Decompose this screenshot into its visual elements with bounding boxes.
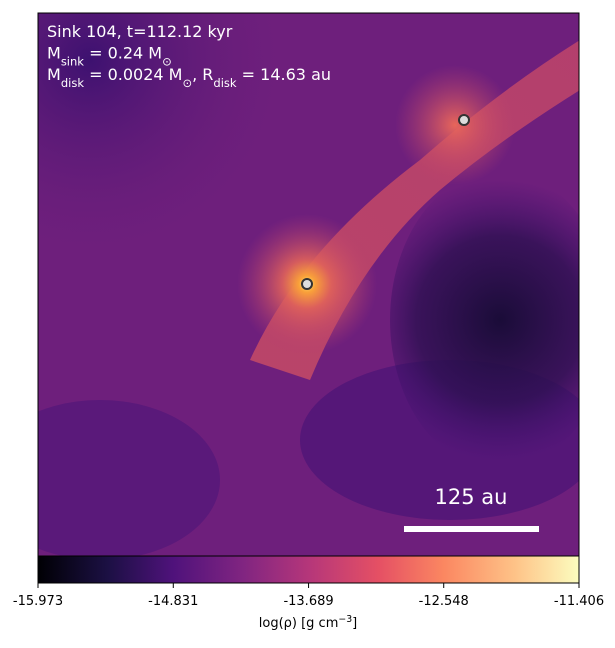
- annotation-line: Msink = 0.24 M⊙: [47, 44, 172, 69]
- tick-label: -14.831: [148, 594, 198, 609]
- colorbar-label: log(ρ) [g cm−3]: [259, 614, 357, 632]
- text-run: ]: [352, 616, 357, 631]
- tick-label: -13.689: [283, 594, 333, 609]
- text-run: log(ρ) [g cm: [259, 616, 339, 631]
- tick-label: -15.973: [13, 594, 63, 609]
- tick-label: -12.548: [419, 594, 469, 609]
- density-map: 125 au: [38, 13, 579, 556]
- subscript: disk: [61, 76, 85, 90]
- subscript: disk: [213, 76, 237, 90]
- text-run: = 14.63 au: [237, 65, 331, 84]
- text-run: M: [47, 65, 61, 84]
- superscript: −3: [338, 614, 352, 625]
- colorbar-ticks: -15.973 -14.831 -13.689 -12.548 -11.406: [13, 583, 604, 609]
- colorbar: [37, 555, 580, 584]
- annotation-line: Sink 104, t=112.12 kyr: [47, 22, 233, 41]
- text-run: = 0.24 M: [84, 44, 162, 63]
- text-run: , R: [192, 65, 213, 84]
- text-run: M: [47, 44, 61, 63]
- subscript: ⊙: [182, 76, 192, 90]
- scale-bar-label: 125 au: [435, 485, 508, 509]
- annotation-line: Mdisk = 0.0024 M⊙, Rdisk = 14.63 au: [47, 65, 331, 90]
- subscript: sink: [61, 55, 84, 69]
- tick-label: -11.406: [554, 594, 604, 609]
- sink-marker: [458, 114, 470, 126]
- subscript: ⊙: [162, 55, 172, 69]
- text-run: Sink 104, t=112.12 kyr: [47, 22, 233, 41]
- text-run: = 0.0024 M: [84, 65, 182, 84]
- sink-marker: [301, 278, 313, 290]
- scale-bar: [404, 526, 539, 532]
